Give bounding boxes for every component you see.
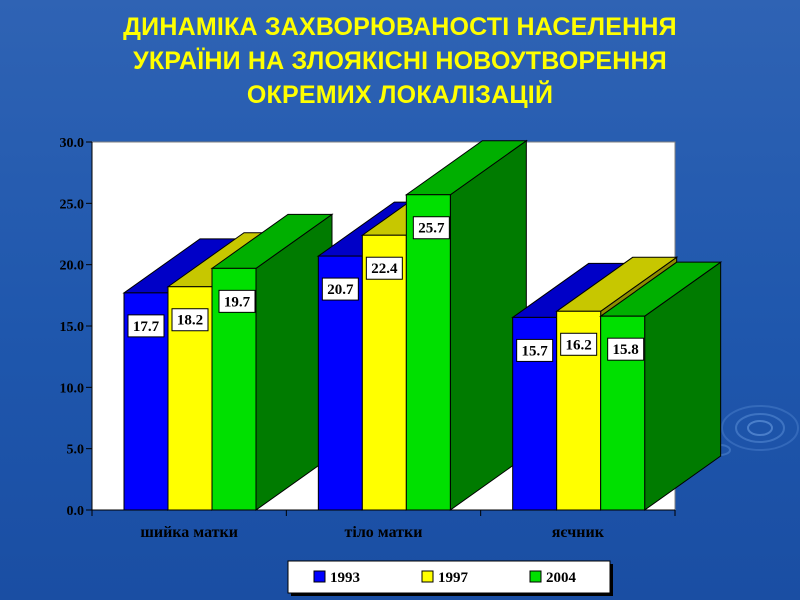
data-label: 15.8 xyxy=(613,342,639,358)
data-label: 17.7 xyxy=(133,319,160,335)
legend-swatch-1993 xyxy=(313,570,326,583)
x-category-label: шийка матки xyxy=(140,524,238,541)
data-label-box xyxy=(516,338,554,362)
y-tick-label: 15.0 xyxy=(60,320,85,335)
y-tick-label: 10.0 xyxy=(60,381,85,396)
y-tick-label: 20.0 xyxy=(60,259,85,274)
x-category-label: яєчник xyxy=(552,524,605,541)
page-title: ДИНАМІКА ЗАХВОРЮВАНОСТІ НАСЕЛЕННЯ УКРАЇН… xyxy=(123,13,677,109)
data-label-box xyxy=(607,337,645,361)
data-label: 25.7 xyxy=(418,221,445,237)
data-label-box xyxy=(127,314,165,338)
data-label-box xyxy=(218,289,256,313)
y-tick-label: 25.0 xyxy=(60,197,85,212)
legend-label-1997: 1997 xyxy=(438,570,469,586)
data-label-box xyxy=(171,308,209,332)
legend-swatch-2004 xyxy=(529,570,542,583)
data-label-box xyxy=(560,332,598,356)
data-label: 22.4 xyxy=(371,261,398,277)
data-label: 18.2 xyxy=(177,313,203,329)
data-label: 16.2 xyxy=(566,337,592,353)
legend-label-1993: 1993 xyxy=(330,570,360,586)
bar-1997-1 xyxy=(361,234,407,511)
data-label-box xyxy=(412,216,450,240)
bar-2004-1 xyxy=(405,194,451,511)
data-label-box xyxy=(321,277,359,301)
data-label: 19.7 xyxy=(224,294,251,310)
legend xyxy=(287,560,611,594)
y-tick-label: 0.0 xyxy=(67,504,85,519)
data-label: 15.7 xyxy=(522,343,549,359)
legend-label-2004: 2004 xyxy=(546,570,577,586)
data-label: 20.7 xyxy=(327,282,354,298)
x-category-label: тіло матки xyxy=(345,524,423,541)
y-tick-label: 30.0 xyxy=(60,136,85,151)
y-tick-label: 5.0 xyxy=(67,443,85,458)
legend-swatch-1997 xyxy=(421,570,434,583)
data-label-box xyxy=(365,256,403,280)
